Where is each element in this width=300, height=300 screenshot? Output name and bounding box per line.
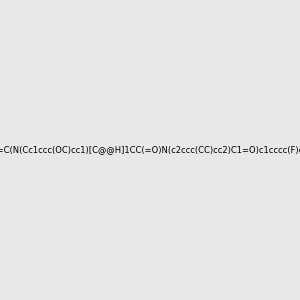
- Text: O=C(N(Cc1ccc(OC)cc1)[C@@H]1CC(=O)N(c2ccc(CC)cc2)C1=O)c1cccc(F)c1: O=C(N(Cc1ccc(OC)cc1)[C@@H]1CC(=O)N(c2ccc…: [0, 146, 300, 154]
